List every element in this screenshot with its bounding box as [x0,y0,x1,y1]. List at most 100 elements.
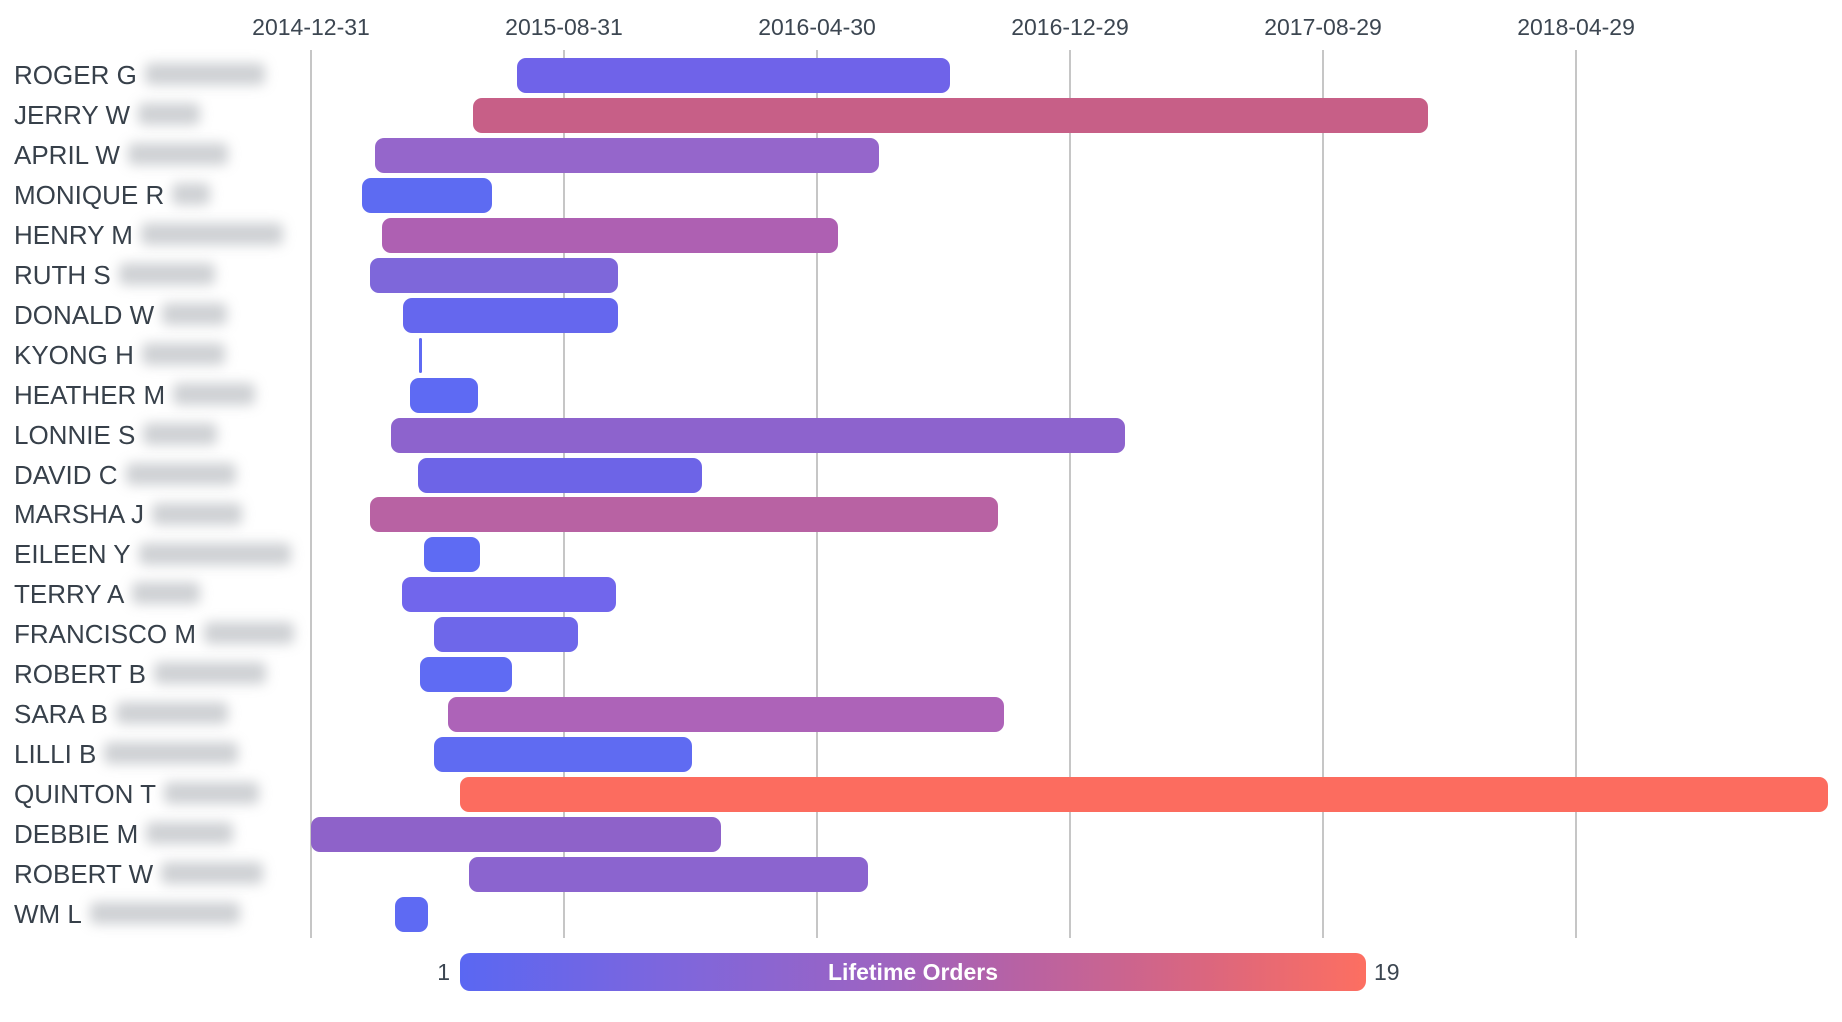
lifetime-bar[interactable] [370,257,619,293]
customer-name-visible-text: LILLI B [14,739,97,770]
customer-name-redacted-blur [140,222,283,245]
lifetime-bar[interactable] [395,896,428,932]
gridline-2015-08-31 [563,50,565,938]
customer-name-visible-text: MONIQUE R [14,179,165,210]
customer-name-visible-text: HEATHER M [14,379,166,410]
lifetime-bar[interactable] [469,857,869,892]
x-tick-label-2017-08-29: 2017-08-29 [1264,14,1382,40]
lifetime-bar[interactable] [370,497,999,533]
customer-name-redacted-blur [104,742,239,765]
customer-name-redacted-blur [172,182,211,205]
customer-name-redacted-blur [204,622,294,645]
customer-name-label: HENRY M [14,215,283,255]
lifetime-bar[interactable] [374,137,880,173]
legend-max-label: 19 [1374,959,1400,985]
legend-gradient-bar: Lifetime Orders [460,953,1366,991]
x-tick-label-2014-12-31: 2014-12-31 [252,14,370,40]
customer-name-redacted-blur [118,262,215,285]
lifetime-bar[interactable] [419,337,423,373]
customer-name-redacted-blur [127,143,228,166]
customer-name-redacted-blur [143,422,218,445]
customer-name-label: QUINTON T [14,774,260,814]
customer-name-label: APRIL W [14,135,228,175]
lifetime-bar[interactable] [459,777,1829,813]
lifetime-bar[interactable] [433,617,578,653]
x-tick-label-2015-08-31: 2015-08-31 [505,14,623,40]
customer-name-redacted-blur [115,702,228,725]
customer-name-visible-text: ROGER G [14,60,137,90]
customer-name-label: RUTH S [14,255,215,295]
lifetime-bar[interactable] [402,297,619,333]
customer-name-redacted-blur [161,862,264,885]
customer-name-label: FRANCISCO M [14,614,294,654]
customer-name-label: KYONG H [14,335,225,375]
customer-name-label: DONALD W [14,295,228,335]
lifetime-bar[interactable] [391,417,1126,453]
customer-name-label: WM L [14,894,240,934]
x-tick-label-2018-04-29: 2018-04-29 [1517,14,1635,40]
customer-name-redacted-blur [144,63,265,86]
customer-name-visible-text: TERRY A [14,579,125,610]
customer-name-redacted-blur [138,103,201,126]
customer-name-redacted-blur [138,542,291,565]
gridline-2017-08-29 [1322,50,1325,938]
customer-name-visible-text: SARA B [14,699,108,730]
customer-name-redacted-blur [132,582,201,605]
customer-name-redacted-blur [141,342,225,365]
customer-name-redacted-blur [125,462,236,485]
lifetime-bar[interactable] [362,177,493,213]
customer-name-label: HEATHER M [14,375,256,415]
customer-name-label: SARA B [14,694,228,734]
lifetime-bar[interactable] [311,817,722,853]
customer-name-visible-text: HENRY M [14,219,133,250]
customer-name-label: MARSHA J [14,494,243,534]
customer-name-visible-text: WM L [14,898,82,929]
customer-name-redacted-blur [173,382,256,405]
customer-name-visible-text: MARSHA J [14,499,145,530]
customer-name-visible-text: DEBBIE M [14,819,139,850]
customer-name-label: EILEEN Y [14,534,291,574]
customer-name-label: MONIQUE R [14,175,211,215]
customer-name-label: TERRY A [14,574,201,614]
lifetime-bar[interactable] [448,697,1005,733]
customer-name-redacted-blur [89,902,240,925]
gridline-2016-12-29 [1069,50,1072,938]
customer-name-visible-text: KYONG H [14,339,134,370]
customer-name-visible-text: APRIL W [14,139,120,170]
customer-name-visible-text: LONNIE S [14,419,136,450]
gridline-2018-04-29 [1575,50,1578,938]
customer-name-visible-text: JERRY W [14,99,131,130]
gridline-2016-04-30 [816,50,819,938]
customer-name-visible-text: QUINTON T [14,779,157,810]
legend-title: Lifetime Orders [828,958,998,985]
customer-name-label: JERRY W [14,95,201,135]
customer-name-visible-text: DONALD W [14,299,155,330]
customer-name-label: ROBERT B [14,654,266,694]
lifetime-bar[interactable] [424,537,480,573]
lifetime-bar[interactable] [418,457,703,493]
customer-name-visible-text: FRANCISCO M [14,619,196,650]
customer-name-label: LILLI B [14,734,239,774]
customer-name-redacted-blur [146,822,234,845]
lifetime-bar[interactable] [433,737,693,773]
customer-name-label: ROBERT W [14,854,264,894]
customer-name-label: ROGER G [14,55,265,95]
customer-name-visible-text: EILEEN Y [14,539,131,570]
lifetime-bar[interactable] [473,97,1429,133]
customer-name-redacted-blur [164,782,260,805]
customer-name-label: DEBBIE M [14,814,234,854]
lifetime-bar[interactable] [409,377,478,413]
customer-name-label: LONNIE S [14,415,218,455]
customer-name-visible-text: DAVID C [14,459,118,490]
lifetime-bar[interactable] [420,657,512,693]
customer-name-redacted-blur [152,502,243,525]
x-tick-label-2016-12-29: 2016-12-29 [1011,14,1129,40]
lifetime-bar[interactable] [401,577,617,613]
customer-name-visible-text: RUTH S [14,259,111,290]
lifetime-bar[interactable] [517,58,951,93]
customer-name-redacted-blur [153,662,266,685]
lifetime-bar[interactable] [381,217,838,253]
customer-name-redacted-blur [162,302,228,325]
customer-name-visible-text: ROBERT W [14,859,154,889]
